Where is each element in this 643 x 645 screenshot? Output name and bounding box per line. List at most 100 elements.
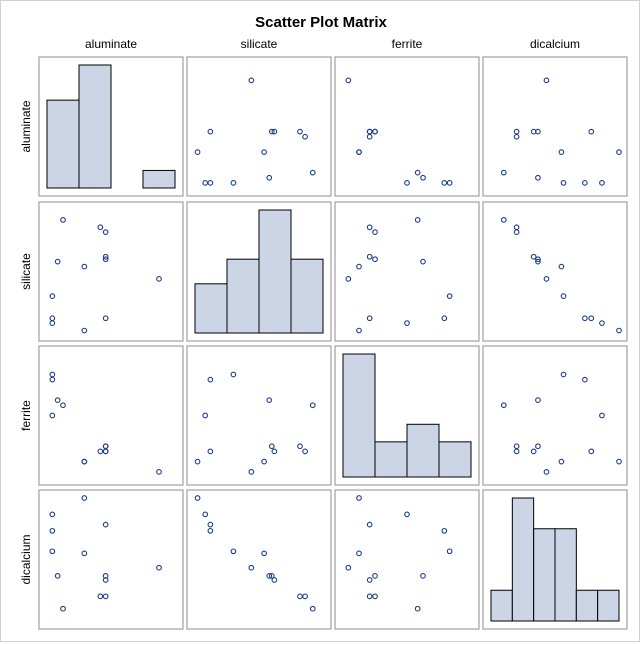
scatter-point-7 [582, 376, 588, 383]
histogram-bar-ferrite-1 [374, 441, 408, 478]
scatter-point-8 [420, 258, 426, 265]
scatter-point-7 [582, 315, 588, 322]
scatter-point-7 [49, 315, 56, 322]
cell-border [482, 201, 628, 342]
chart-title: Scatter Plot Matrix [255, 14, 387, 31]
cell-border [334, 201, 480, 342]
scatter-point-11 [102, 443, 109, 450]
scatter-point-9 [543, 469, 550, 475]
scatter-point-6 [500, 169, 507, 176]
column-label-ferrite: ferrite [392, 37, 423, 51]
scatter-point-9 [156, 276, 162, 282]
row-label-ferrite: ferrite [19, 400, 33, 431]
scatter-point-1 [599, 180, 605, 186]
scatter-point-3 [588, 315, 595, 322]
scatter-point-8 [535, 397, 541, 403]
scatter-point-1 [202, 412, 209, 419]
scatter-point-8 [266, 573, 273, 579]
scatter-point-6 [60, 402, 66, 409]
cell-border [38, 201, 184, 342]
histogram-bar-dicalcium-0 [490, 589, 513, 622]
scatter-point-6 [309, 402, 316, 409]
scatter-point-2 [102, 253, 109, 260]
cell-silicate-vs-ferrite [334, 201, 480, 342]
histogram-bar-aluminate-1 [78, 64, 112, 189]
scatter-point-6 [414, 169, 421, 176]
scatter-point-5 [535, 443, 541, 450]
scatter-point-4 [81, 263, 88, 270]
scatter-point-12 [513, 224, 520, 231]
scatter-point-9 [156, 564, 162, 571]
scatter-point-3 [366, 521, 373, 528]
scatter-point-9 [156, 469, 162, 475]
scatter-point-5 [372, 573, 378, 579]
row-label-dicalcium: dicalcium [19, 534, 33, 584]
scatter-point-7 [441, 315, 448, 322]
scatter-point-0 [81, 327, 88, 334]
histogram-bar-silicate-1 [226, 258, 260, 334]
scatter-point-12 [366, 593, 373, 600]
scatter-point-9 [248, 564, 255, 571]
scatter-point-0 [616, 149, 622, 155]
scatter-point-12 [302, 133, 308, 140]
scatter-point-5 [535, 256, 541, 263]
cell-dicalcium-vs-silicate [186, 489, 332, 630]
scatter-point-2 [366, 253, 373, 260]
scatter-point-3 [207, 128, 214, 135]
scatter-point-11 [102, 593, 109, 600]
scatter-point-0 [356, 495, 362, 501]
cell-silicate-vs-silicate [186, 201, 332, 342]
scatter-point-6 [60, 216, 66, 223]
scatter-point-0 [194, 495, 201, 501]
histogram-bar-silicate-3 [290, 258, 324, 334]
scatter-point-7 [207, 376, 214, 383]
scatter-point-12 [513, 133, 520, 140]
cell-aluminate-vs-ferrite [334, 56, 480, 197]
scatter-point-0 [356, 327, 362, 334]
scatter-point-4 [558, 458, 565, 465]
scatter-point-10 [230, 548, 237, 555]
cell-dicalcium-vs-aluminate [38, 489, 184, 630]
cell-border [38, 489, 184, 630]
scatter-point-12 [97, 224, 104, 231]
scatter-point-9 [543, 276, 550, 282]
scatter-point-2 [530, 253, 537, 260]
scatter-point-12 [366, 224, 373, 231]
scatter-point-8 [420, 573, 426, 579]
scatter-point-1 [202, 511, 209, 518]
column-label-dicalcium: dicalcium [530, 37, 580, 51]
cell-aluminate-vs-silicate [186, 56, 332, 197]
scatter-point-8 [420, 174, 426, 181]
scatter-point-10 [446, 293, 453, 299]
scatter-point-5 [268, 443, 275, 450]
histogram-bar-aluminate-0 [46, 99, 80, 189]
cell-border [186, 345, 332, 486]
scatter-point-10 [560, 293, 567, 299]
scatter-point-2 [366, 577, 373, 583]
scatter-point-2 [271, 128, 278, 135]
scatter-point-6 [500, 402, 507, 409]
row-label-silicate: silicate [19, 253, 33, 290]
cell-ferrite-vs-dicalcium [482, 345, 628, 486]
scatter-point-7 [441, 180, 448, 186]
scatter-point-6 [414, 216, 421, 223]
scatter-point-10 [560, 371, 567, 378]
matrix-cells [38, 56, 628, 630]
scatter-point-4 [261, 149, 267, 155]
scatter-point-7 [207, 527, 214, 534]
scatter-point-6 [309, 169, 316, 176]
scatter-point-3 [588, 448, 595, 455]
histogram-bar-ferrite-0 [342, 353, 376, 478]
scatter-point-10 [446, 180, 453, 186]
scatter-point-9 [248, 469, 255, 475]
histogram-bar-dicalcium-3 [554, 528, 577, 622]
scatter-point-12 [513, 448, 520, 455]
scatter-point-4 [558, 149, 565, 155]
scatter-point-8 [54, 573, 61, 579]
cell-border [482, 345, 628, 486]
scatter-point-4 [261, 550, 267, 557]
scatter-point-1 [404, 180, 410, 186]
scatter-point-12 [366, 133, 373, 140]
scatter-point-7 [207, 180, 214, 186]
scatter-point-2 [530, 448, 537, 455]
